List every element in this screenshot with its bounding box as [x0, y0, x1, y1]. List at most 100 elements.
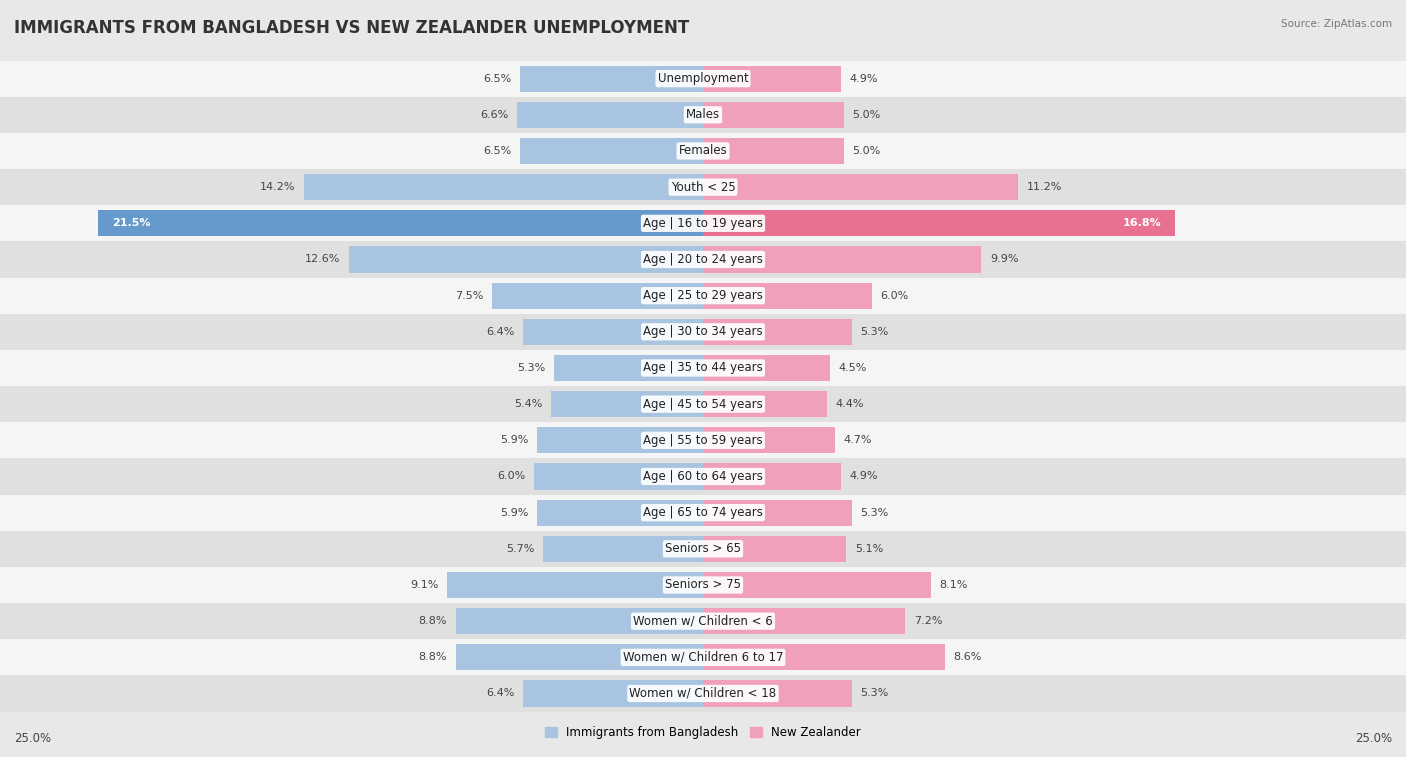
Bar [517, 101, 703, 128]
Bar [520, 66, 703, 92]
Text: 5.3%: 5.3% [517, 363, 546, 373]
Text: 14.2%: 14.2% [260, 182, 295, 192]
Text: Age | 55 to 59 years: Age | 55 to 59 years [643, 434, 763, 447]
Bar [534, 463, 703, 490]
Text: 7.2%: 7.2% [914, 616, 942, 626]
Text: 8.6%: 8.6% [953, 653, 981, 662]
Bar [703, 101, 844, 128]
Text: Males: Males [686, 108, 720, 121]
Text: 5.0%: 5.0% [852, 110, 880, 120]
Text: 8.8%: 8.8% [419, 616, 447, 626]
Bar [703, 174, 1018, 200]
Text: 16.8%: 16.8% [1122, 218, 1161, 229]
Text: Seniors > 75: Seniors > 75 [665, 578, 741, 591]
Text: Age | 45 to 54 years: Age | 45 to 54 years [643, 397, 763, 410]
Text: Women w/ Children < 18: Women w/ Children < 18 [630, 687, 776, 700]
Text: 5.3%: 5.3% [860, 689, 889, 699]
Bar [0, 205, 1406, 241]
Bar [537, 427, 703, 453]
Bar [349, 247, 703, 273]
Text: 25.0%: 25.0% [1355, 731, 1392, 745]
Text: Seniors > 65: Seniors > 65 [665, 542, 741, 556]
Text: Youth < 25: Youth < 25 [671, 181, 735, 194]
Bar [543, 536, 703, 562]
Bar [447, 572, 703, 598]
Text: 6.5%: 6.5% [484, 146, 512, 156]
Bar [703, 572, 931, 598]
Text: 8.8%: 8.8% [419, 653, 447, 662]
Bar [703, 355, 830, 381]
Bar [703, 644, 945, 671]
Legend: Immigrants from Bangladesh, New Zealander: Immigrants from Bangladesh, New Zealande… [540, 721, 866, 743]
Text: 5.1%: 5.1% [855, 544, 883, 554]
Bar [537, 500, 703, 525]
Text: 5.4%: 5.4% [515, 399, 543, 409]
Bar [0, 278, 1406, 313]
Bar [703, 138, 844, 164]
Text: 9.1%: 9.1% [411, 580, 439, 590]
Text: 12.6%: 12.6% [305, 254, 340, 264]
Text: Women w/ Children < 6: Women w/ Children < 6 [633, 615, 773, 628]
Text: 21.5%: 21.5% [112, 218, 150, 229]
Text: IMMIGRANTS FROM BANGLADESH VS NEW ZEALANDER UNEMPLOYMENT: IMMIGRANTS FROM BANGLADESH VS NEW ZEALAN… [14, 19, 689, 37]
Text: 11.2%: 11.2% [1026, 182, 1062, 192]
Bar [98, 210, 703, 236]
Text: 4.5%: 4.5% [838, 363, 866, 373]
Bar [703, 319, 852, 345]
Bar [0, 675, 1406, 712]
Bar [703, 608, 905, 634]
Text: 6.4%: 6.4% [486, 327, 515, 337]
Text: 9.9%: 9.9% [990, 254, 1018, 264]
Bar [703, 500, 852, 525]
Text: Females: Females [679, 145, 727, 157]
Text: 6.0%: 6.0% [880, 291, 908, 301]
Bar [0, 61, 1406, 97]
Bar [523, 681, 703, 706]
Text: 6.6%: 6.6% [481, 110, 509, 120]
Bar [0, 639, 1406, 675]
Bar [554, 355, 703, 381]
Bar [0, 133, 1406, 169]
Bar [0, 494, 1406, 531]
Bar [0, 350, 1406, 386]
Text: Source: ZipAtlas.com: Source: ZipAtlas.com [1281, 19, 1392, 29]
Text: 5.0%: 5.0% [852, 146, 880, 156]
Text: Women w/ Children 6 to 17: Women w/ Children 6 to 17 [623, 651, 783, 664]
Text: 4.7%: 4.7% [844, 435, 872, 445]
Bar [520, 138, 703, 164]
Bar [0, 603, 1406, 639]
Bar [703, 247, 981, 273]
Bar [703, 681, 852, 706]
Bar [703, 391, 827, 417]
Bar [0, 97, 1406, 133]
Bar [703, 210, 1175, 236]
Text: Age | 35 to 44 years: Age | 35 to 44 years [643, 362, 763, 375]
Bar [0, 531, 1406, 567]
Text: 4.4%: 4.4% [835, 399, 863, 409]
Text: Age | 25 to 29 years: Age | 25 to 29 years [643, 289, 763, 302]
Text: Age | 65 to 74 years: Age | 65 to 74 years [643, 506, 763, 519]
Text: 5.9%: 5.9% [501, 435, 529, 445]
Bar [703, 66, 841, 92]
Bar [0, 459, 1406, 494]
Text: 5.9%: 5.9% [501, 508, 529, 518]
Bar [523, 319, 703, 345]
Text: Unemployment: Unemployment [658, 72, 748, 85]
Text: 4.9%: 4.9% [849, 472, 877, 481]
Text: 6.5%: 6.5% [484, 73, 512, 83]
Text: 5.7%: 5.7% [506, 544, 534, 554]
Bar [703, 282, 872, 309]
Text: 7.5%: 7.5% [456, 291, 484, 301]
Bar [0, 169, 1406, 205]
Text: 25.0%: 25.0% [14, 731, 51, 745]
Bar [456, 608, 703, 634]
Text: Age | 20 to 24 years: Age | 20 to 24 years [643, 253, 763, 266]
Text: 4.9%: 4.9% [849, 73, 877, 83]
Bar [551, 391, 703, 417]
Bar [456, 644, 703, 671]
Bar [0, 567, 1406, 603]
Bar [304, 174, 703, 200]
Text: 8.1%: 8.1% [939, 580, 967, 590]
Text: Age | 60 to 64 years: Age | 60 to 64 years [643, 470, 763, 483]
Text: Age | 16 to 19 years: Age | 16 to 19 years [643, 217, 763, 230]
